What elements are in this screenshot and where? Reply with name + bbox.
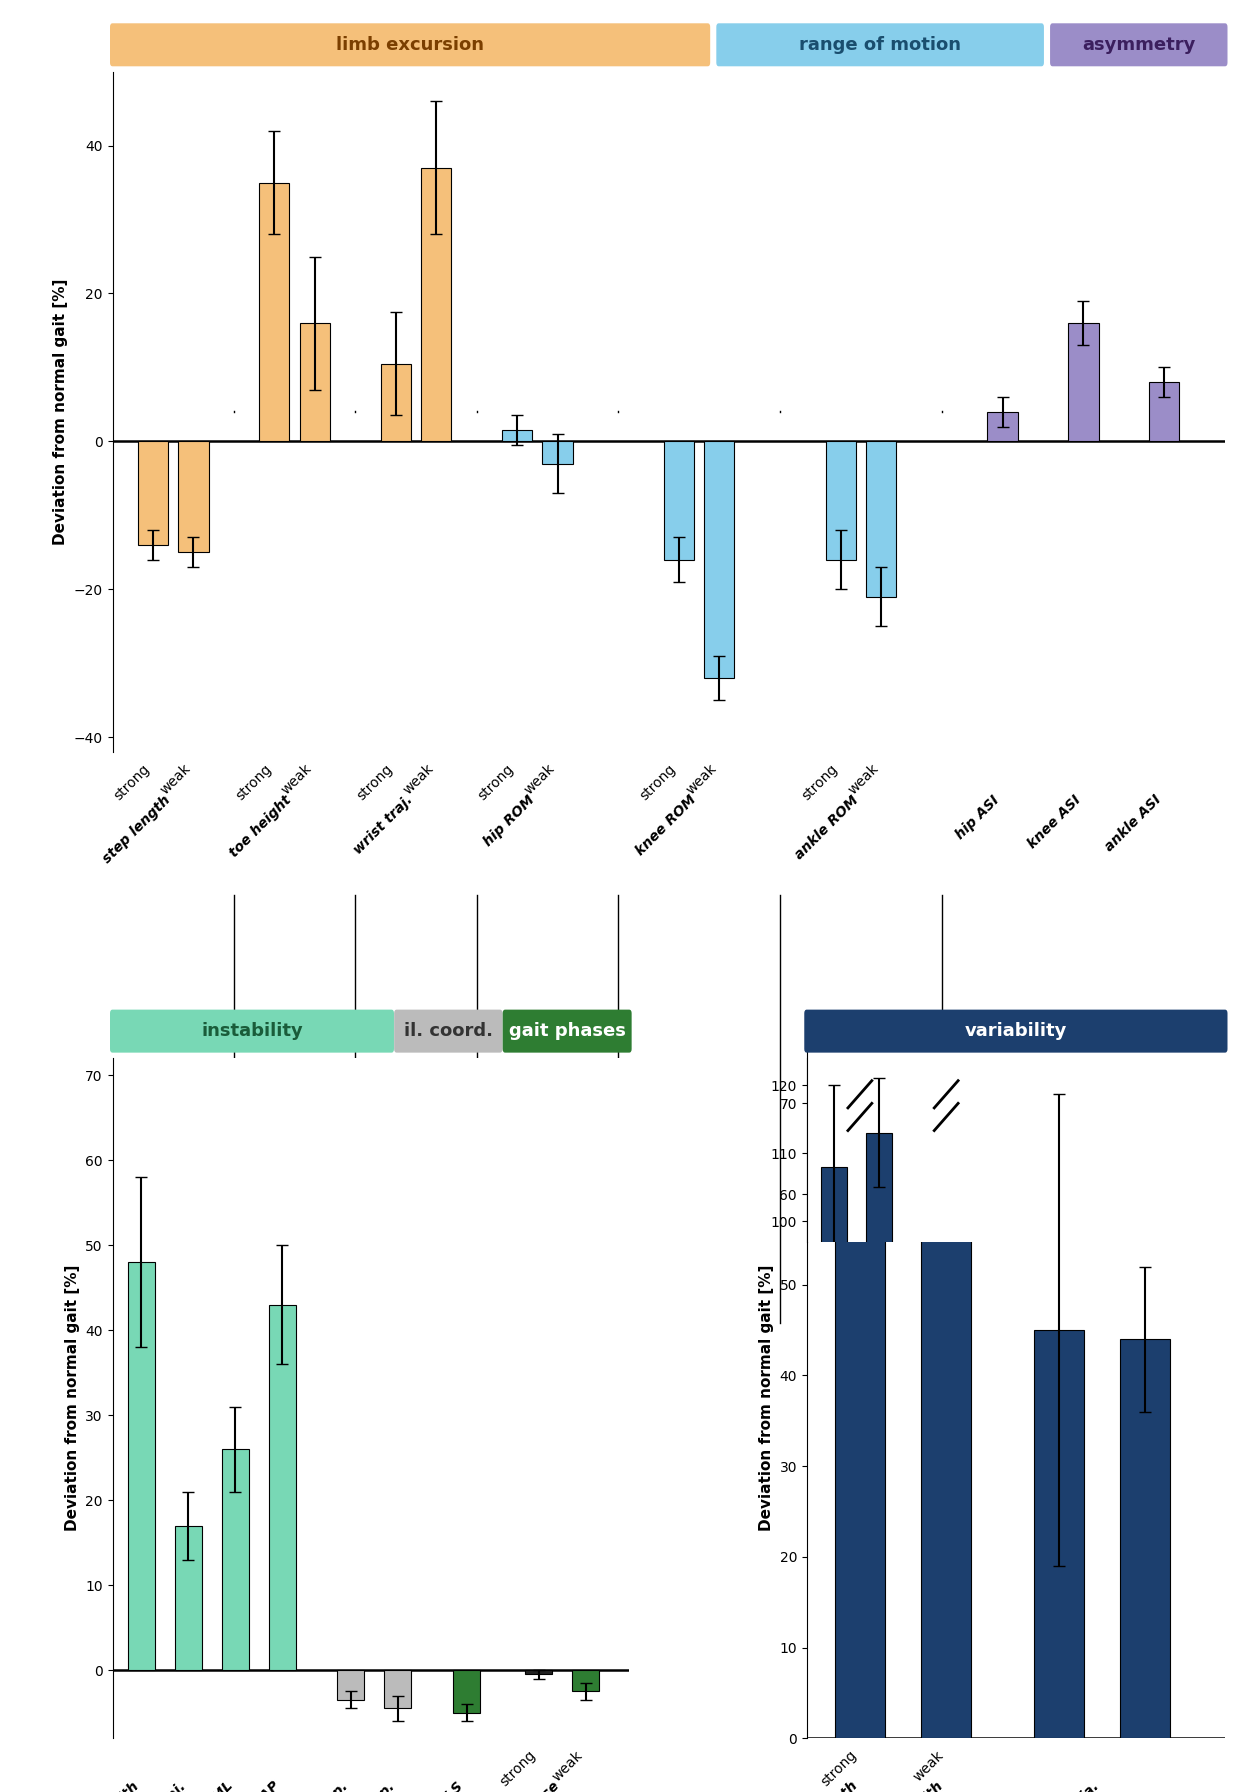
- Text: C7 traj.: C7 traj.: [138, 1779, 189, 1792]
- Text: DLS: DLS: [435, 1779, 466, 1792]
- Y-axis label: Deviation from normal gait [%]: Deviation from normal gait [%]: [65, 1265, 80, 1532]
- Bar: [175, 1525, 203, 1670]
- Text: toe height: toe height: [228, 792, 295, 860]
- Text: hip ASI: hip ASI: [954, 792, 1002, 842]
- Text: stance phase: stance phase: [479, 1779, 562, 1792]
- Bar: [525, 1670, 552, 1674]
- Bar: [1149, 382, 1180, 441]
- Text: COM AP: COM AP: [229, 1779, 282, 1792]
- Bar: [300, 323, 330, 441]
- Bar: [380, 364, 411, 441]
- Bar: [384, 1670, 411, 1708]
- Text: COV step width: COV step width: [851, 1779, 946, 1792]
- Text: knee ASI: knee ASI: [1025, 792, 1084, 851]
- Text: asymmetry: asymmetry: [1082, 36, 1195, 54]
- Text: COV step length: COV step length: [760, 1779, 860, 1792]
- Bar: [127, 1262, 155, 1670]
- Text: limb excursion: limb excursion: [336, 36, 484, 54]
- Bar: [259, 183, 290, 441]
- Bar: [988, 412, 1017, 441]
- Text: step length: step length: [100, 792, 174, 866]
- Bar: [1069, 323, 1099, 441]
- Bar: [338, 1670, 365, 1701]
- Text: gait phases: gait phases: [509, 1021, 625, 1039]
- Bar: [1034, 1330, 1084, 1738]
- Text: wrist traj.: wrist traj.: [351, 792, 416, 857]
- Bar: [704, 441, 735, 677]
- Bar: [542, 441, 572, 464]
- Text: il. coord.: il. coord.: [404, 1021, 492, 1039]
- Text: COV C7 trja.: COV C7 trja.: [1025, 1779, 1102, 1792]
- Text: ankle ASI: ankle ASI: [1102, 792, 1164, 855]
- Bar: [269, 1305, 296, 1670]
- Bar: [452, 1670, 480, 1713]
- Text: range of motion: range of motion: [799, 36, 961, 54]
- Y-axis label: Deviation from normal gait [%]: Deviation from normal gait [%]: [52, 278, 68, 545]
- Bar: [138, 441, 168, 545]
- Bar: [825, 441, 856, 559]
- Bar: [503, 430, 532, 441]
- Bar: [921, 1095, 971, 1738]
- Text: COM ML: COM ML: [181, 1779, 235, 1792]
- Bar: [421, 168, 451, 441]
- Text: variability: variability: [965, 1021, 1068, 1039]
- Y-axis label: Deviation from normal gait [%]: Deviation from normal gait [%]: [759, 1265, 774, 1532]
- Bar: [835, 1095, 885, 1738]
- Bar: [664, 441, 694, 559]
- Text: ankle ROM: ankle ROM: [792, 792, 861, 862]
- Text: hip ROM: hip ROM: [481, 792, 538, 849]
- Bar: [221, 1450, 249, 1670]
- Bar: [179, 441, 209, 552]
- Bar: [866, 441, 896, 597]
- Bar: [1120, 1339, 1170, 1738]
- Text: instability: instability: [201, 1021, 302, 1039]
- Text: leg phase disp.: leg phase disp.: [258, 1779, 351, 1792]
- Text: knee ROM: knee ROM: [634, 792, 699, 858]
- Text: step width: step width: [72, 1779, 141, 1792]
- Bar: [572, 1670, 599, 1692]
- Text: arm phase disp.: arm phase disp.: [300, 1779, 398, 1792]
